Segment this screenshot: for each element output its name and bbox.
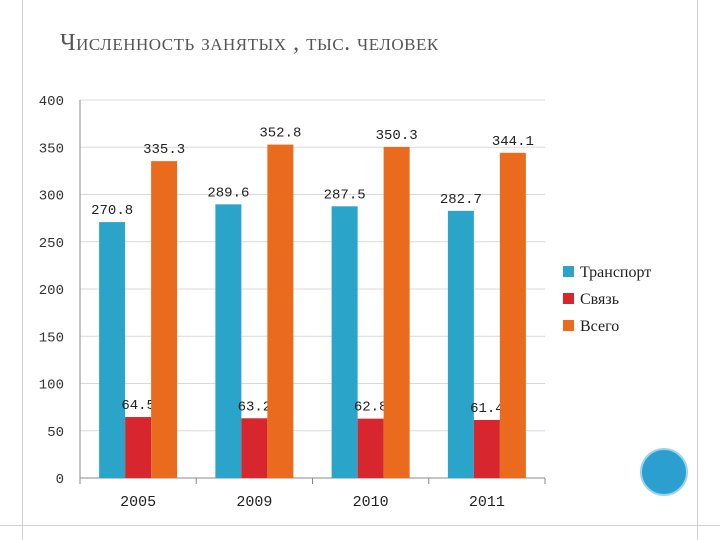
- bar-transport: [331, 206, 358, 478]
- frame-line-bottom: [0, 525, 720, 526]
- data-label: 61.4: [470, 401, 504, 417]
- y-tick-label: 100: [39, 378, 64, 394]
- data-label: 62.8: [354, 400, 388, 416]
- y-tick-label: 250: [39, 236, 64, 252]
- bar-total: [383, 146, 410, 479]
- legend-swatch: [563, 266, 574, 277]
- decorative-circle: [640, 448, 688, 496]
- bar-communication: [473, 419, 500, 478]
- x-tick-label: 2010: [353, 494, 389, 511]
- y-tick-label: 150: [39, 330, 64, 346]
- frame-line-right: [697, 0, 698, 540]
- slide-title: Численность занятых , тыс. человек: [60, 30, 439, 56]
- bar-communication: [125, 417, 152, 478]
- legend-label: Связь: [580, 291, 619, 308]
- data-label: 63.2: [238, 399, 272, 415]
- bar-communication: [241, 418, 268, 478]
- legend-label: Всего: [580, 318, 619, 335]
- y-tick-label: 50: [47, 425, 64, 441]
- legend-label: Транспорт: [580, 264, 651, 281]
- data-label: 64.5: [121, 398, 155, 414]
- frame-line-left: [22, 0, 23, 540]
- bar-transport: [447, 210, 474, 478]
- data-label: 270.8: [91, 203, 133, 219]
- bar-total: [151, 161, 178, 479]
- y-tick-label: 400: [39, 94, 64, 110]
- bar-transport: [215, 204, 242, 478]
- bar-total: [267, 144, 294, 478]
- y-tick-label: 300: [39, 189, 64, 205]
- x-tick-label: 2009: [236, 494, 272, 511]
- bar-communication: [357, 418, 384, 478]
- data-label: 335.3: [143, 142, 185, 158]
- legend-swatch: [563, 320, 574, 331]
- y-tick-label: 0: [56, 472, 64, 488]
- y-tick-label: 200: [39, 283, 64, 299]
- bar-transport: [99, 222, 126, 478]
- data-label: 344.1: [492, 134, 534, 150]
- data-label: 287.5: [324, 187, 366, 203]
- legend-swatch: [563, 293, 574, 304]
- data-label: 282.7: [440, 192, 482, 208]
- data-label: 350.3: [376, 128, 418, 144]
- bar-total: [499, 152, 526, 478]
- data-label: 289.6: [207, 185, 249, 201]
- data-label: 352.8: [259, 126, 301, 142]
- x-tick-label: 2005: [120, 494, 156, 511]
- x-tick-label: 2011: [469, 494, 505, 511]
- y-tick-label: 350: [39, 141, 64, 157]
